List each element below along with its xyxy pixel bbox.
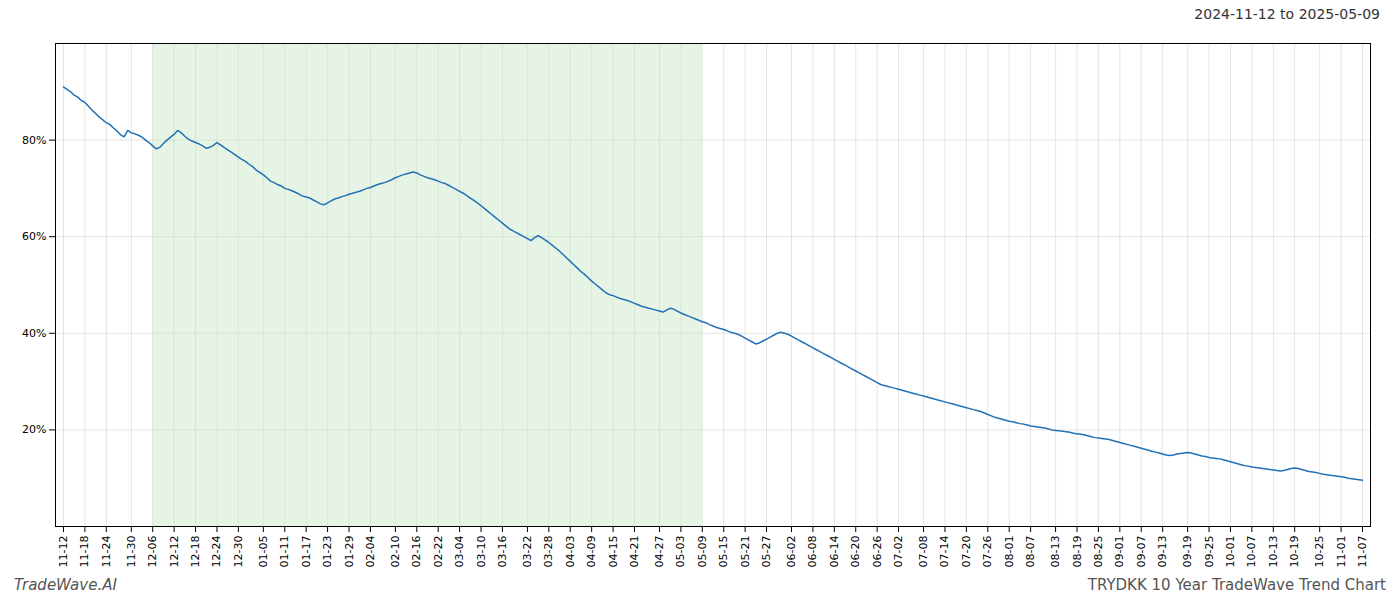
svg-text:09-01: 09-01 bbox=[1113, 536, 1126, 568]
svg-text:05-03: 05-03 bbox=[674, 536, 687, 568]
html-text:TRYDKK 10 Year TradeWave Trend: TRYDKK 10 Year TradeWave Trend Chart bbox=[1087, 576, 1386, 594]
svg-text:03-16: 03-16 bbox=[496, 536, 509, 568]
svg-text:12-24: 12-24 bbox=[210, 536, 223, 568]
svg-text:01-29: 01-29 bbox=[343, 536, 356, 568]
svg-text:07-20: 07-20 bbox=[960, 536, 973, 568]
svg-text:02-16: 02-16 bbox=[410, 536, 423, 568]
html-text:TradeWave.AI: TradeWave.AI bbox=[14, 576, 117, 594]
svg-text:02-04: 02-04 bbox=[364, 536, 377, 568]
svg-text:10-13: 10-13 bbox=[1267, 536, 1280, 568]
svg-text:05-09: 05-09 bbox=[696, 536, 709, 568]
svg-text:04-09: 04-09 bbox=[585, 536, 598, 568]
svg-text:80%: 80% bbox=[22, 134, 46, 147]
svg-text:20%: 20% bbox=[22, 423, 46, 436]
svg-text:11-07: 11-07 bbox=[1356, 536, 1369, 568]
svg-text:10-01: 10-01 bbox=[1224, 536, 1237, 568]
svg-text:11-12: 11-12 bbox=[57, 536, 70, 568]
svg-text:02-22: 02-22 bbox=[432, 536, 445, 568]
svg-text:03-04: 03-04 bbox=[453, 536, 466, 568]
svg-text:06-08: 06-08 bbox=[806, 536, 819, 568]
svg-text:12-06: 12-06 bbox=[146, 536, 159, 568]
svg-text:05-27: 05-27 bbox=[760, 536, 773, 568]
svg-text:01-11: 01-11 bbox=[278, 536, 291, 568]
svg-text:09-07: 09-07 bbox=[1135, 536, 1148, 568]
svg-text:11-24: 11-24 bbox=[100, 536, 113, 568]
svg-text:08-07: 08-07 bbox=[1024, 536, 1037, 568]
svg-text:10-19: 10-19 bbox=[1288, 536, 1301, 568]
svg-text:05-15: 05-15 bbox=[717, 536, 730, 568]
svg-text:09-19: 09-19 bbox=[1181, 536, 1194, 568]
svg-text:11-01: 11-01 bbox=[1335, 536, 1348, 568]
svg-text:60%: 60% bbox=[22, 230, 46, 243]
svg-text:08-25: 08-25 bbox=[1092, 536, 1105, 568]
svg-text:03-22: 03-22 bbox=[521, 536, 534, 568]
svg-text:09-13: 09-13 bbox=[1156, 536, 1169, 568]
svg-text:08-13: 08-13 bbox=[1049, 536, 1062, 568]
svg-text:01-17: 01-17 bbox=[300, 536, 313, 568]
svg-text:03-28: 03-28 bbox=[542, 536, 555, 568]
svg-text:07-26: 07-26 bbox=[981, 536, 994, 568]
svg-text:10-25: 10-25 bbox=[1313, 536, 1326, 568]
svg-text:02-10: 02-10 bbox=[389, 536, 402, 568]
svg-text:05-21: 05-21 bbox=[739, 536, 752, 568]
svg-text:01-05: 01-05 bbox=[257, 536, 270, 568]
svg-text:08-01: 08-01 bbox=[1003, 536, 1016, 568]
svg-text:03-10: 03-10 bbox=[475, 536, 488, 568]
svg-text:04-21: 04-21 bbox=[628, 536, 641, 568]
svg-text:07-02: 07-02 bbox=[892, 536, 905, 568]
svg-text:06-20: 06-20 bbox=[849, 536, 862, 568]
svg-text:04-27: 04-27 bbox=[653, 536, 666, 568]
svg-text:08-19: 08-19 bbox=[1071, 536, 1084, 568]
svg-text:01-23: 01-23 bbox=[321, 536, 334, 568]
svg-text:10-07: 10-07 bbox=[1245, 536, 1258, 568]
svg-text:07-14: 07-14 bbox=[938, 536, 951, 568]
svg-text:11-18: 11-18 bbox=[78, 536, 91, 568]
svg-text:40%: 40% bbox=[22, 327, 46, 340]
svg-text:12-18: 12-18 bbox=[189, 536, 202, 568]
svg-text:06-26: 06-26 bbox=[871, 536, 884, 568]
svg-text:04-03: 04-03 bbox=[564, 536, 577, 568]
svg-text:06-02: 06-02 bbox=[785, 536, 798, 568]
svg-text:12-30: 12-30 bbox=[232, 536, 245, 568]
svg-text:07-08: 07-08 bbox=[917, 536, 930, 568]
svg-text:06-14: 06-14 bbox=[828, 536, 841, 568]
svg-text:09-25: 09-25 bbox=[1203, 536, 1216, 568]
html-text:2024-11-12 to 2025-05-09: 2024-11-12 to 2025-05-09 bbox=[1194, 6, 1380, 22]
svg-text:12-12: 12-12 bbox=[168, 536, 181, 568]
svg-text:04-15: 04-15 bbox=[607, 536, 620, 568]
svg-text:11-30: 11-30 bbox=[125, 536, 138, 568]
